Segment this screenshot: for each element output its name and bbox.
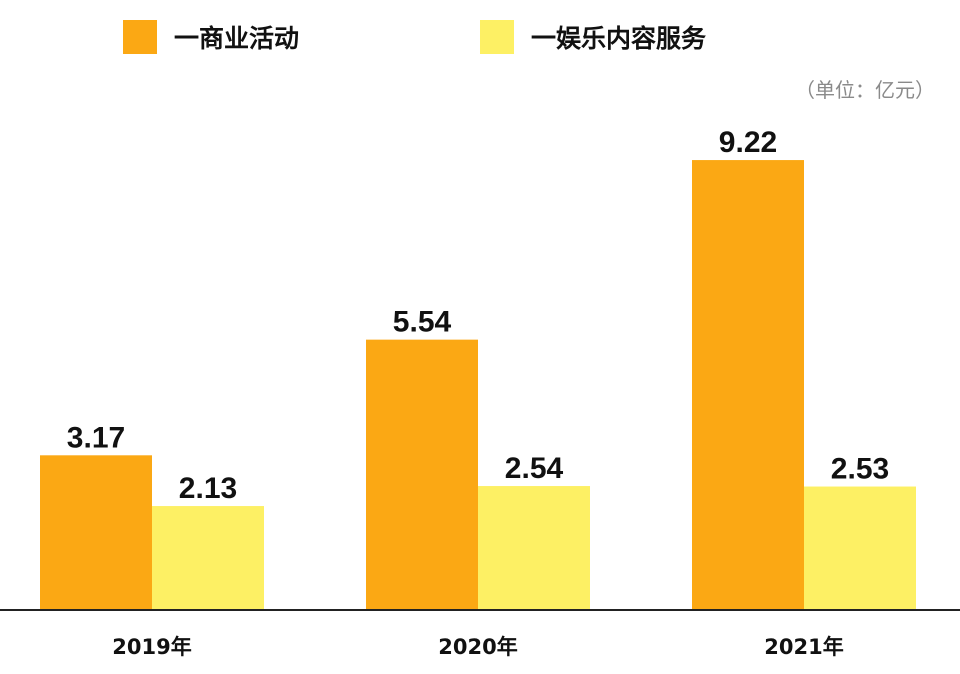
legend: 一商业活动 一娱乐内容服务 bbox=[123, 20, 706, 54]
bar-commercial-0 bbox=[40, 455, 152, 610]
value-label-commercial-2: 9.22 bbox=[719, 126, 777, 159]
bar-commercial-1 bbox=[366, 339, 478, 610]
unit-label: （单位：亿元） bbox=[795, 78, 935, 102]
legend-label-entertainment: 一娱乐内容服务 bbox=[531, 24, 706, 53]
x-tick-label-0: 2019年 bbox=[112, 635, 191, 659]
value-label-entertainment-0: 2.13 bbox=[179, 472, 237, 505]
x-tick-labels-group: 2019年 2020年 2021年 bbox=[112, 635, 843, 659]
x-tick-label-1: 2020年 bbox=[438, 635, 517, 659]
legend-label-commercial: 一商业活动 bbox=[174, 24, 299, 53]
bar-entertainment-2 bbox=[804, 486, 916, 610]
value-label-commercial-1: 5.54 bbox=[393, 306, 452, 339]
bar-entertainment-1 bbox=[478, 486, 590, 610]
bar-entertainment-0 bbox=[152, 506, 264, 610]
legend-swatch-entertainment bbox=[480, 20, 514, 54]
value-label-commercial-0: 3.17 bbox=[67, 421, 125, 454]
bar-commercial-2 bbox=[692, 160, 804, 610]
x-tick-label-2: 2021年 bbox=[764, 635, 843, 659]
value-labels-group: 3.17 2.13 5.54 2.54 9.22 2.53 bbox=[67, 126, 889, 505]
value-label-entertainment-2: 2.53 bbox=[831, 453, 889, 486]
value-label-entertainment-1: 2.54 bbox=[505, 452, 564, 485]
legend-swatch-commercial bbox=[123, 20, 157, 54]
bars-group bbox=[40, 160, 916, 610]
